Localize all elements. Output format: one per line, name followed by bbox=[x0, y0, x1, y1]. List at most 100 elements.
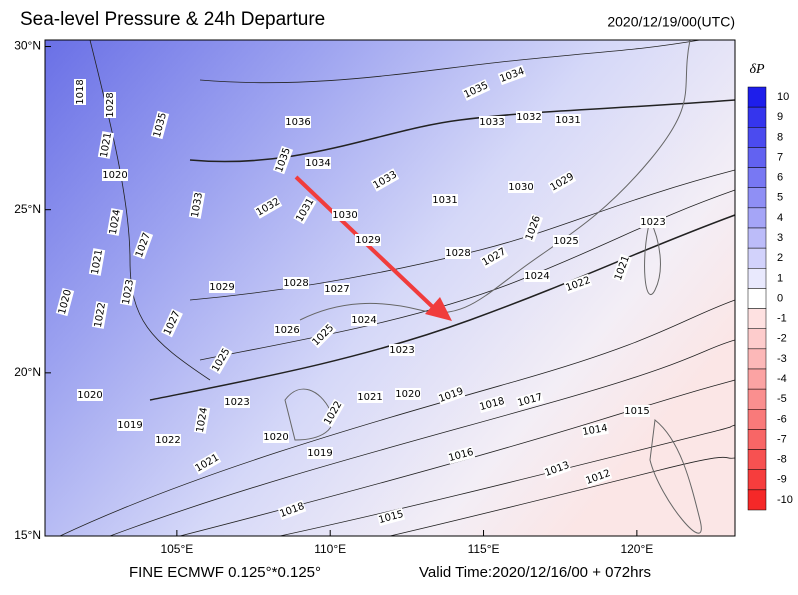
isobar-label-group: 1023 bbox=[119, 278, 137, 306]
isobar-label-bg bbox=[524, 270, 550, 282]
isobar-label-group: 1020 bbox=[77, 389, 103, 401]
isobar-label-bg bbox=[522, 213, 544, 243]
colorbar-tick-label: -7 bbox=[777, 433, 787, 445]
isobar-label-group: 1020 bbox=[263, 431, 289, 443]
isobar-label: 1028 bbox=[105, 92, 116, 117]
isobar-label-bg bbox=[445, 247, 471, 259]
isobar-label-bg bbox=[132, 230, 154, 260]
isobar-label-group: 1034 bbox=[305, 157, 331, 169]
isobar-label-group: 1031 bbox=[555, 114, 581, 126]
isobar-label-bg bbox=[389, 344, 415, 356]
colorbar-swatch bbox=[747, 429, 767, 450]
isobar-label-group: 1033 bbox=[188, 191, 206, 219]
isobar-label-bg bbox=[293, 195, 317, 225]
colorbar-tick-label: -6 bbox=[777, 413, 787, 425]
isobar-label-bg bbox=[436, 384, 466, 406]
isobar-label-group: 1024 bbox=[524, 270, 550, 282]
colorbar-swatch bbox=[747, 106, 767, 128]
isobar-label-group: 1021 bbox=[97, 131, 115, 159]
colorbar-tick-label: -8 bbox=[777, 454, 787, 466]
isobar-label: 1024 bbox=[108, 209, 123, 236]
footer-right: Valid Time:2020/12/16/00 + 072hrs bbox=[419, 564, 651, 581]
colorbar-tick-label: 2 bbox=[777, 252, 783, 264]
colorbar-tick-label: 6 bbox=[777, 172, 783, 184]
colorbar-tick-label: 5 bbox=[777, 192, 783, 204]
isobar-label: 1020 bbox=[263, 432, 288, 443]
colorbar-swatch bbox=[747, 469, 767, 491]
isobar-label-bg bbox=[332, 209, 358, 221]
isobar-label-group: 1029 bbox=[355, 234, 381, 246]
isobar-label-bg bbox=[581, 421, 609, 439]
isobar-label-bg bbox=[106, 208, 124, 236]
isobar-label-bg bbox=[272, 145, 294, 175]
isobar-label-bg bbox=[446, 445, 476, 465]
isobar-label-bg bbox=[209, 281, 235, 293]
arrow-head bbox=[425, 297, 452, 321]
isobar-label-group: 1024 bbox=[351, 314, 377, 326]
footer-left: FINE ECMWF 0.125°*0.125° bbox=[129, 564, 321, 581]
colorbar-swatch bbox=[747, 268, 767, 289]
isobar-label-bg bbox=[357, 391, 383, 403]
isobar-label: 1021 bbox=[90, 249, 105, 276]
isobar-label-group: 1021 bbox=[88, 248, 106, 276]
colorbar-tick-label: 9 bbox=[777, 111, 783, 123]
isobar-label-bg bbox=[516, 111, 542, 123]
colorbar-tick-label: -4 bbox=[777, 373, 787, 385]
isobar-label-group: 1028 bbox=[445, 247, 471, 259]
isobar-label: 1028 bbox=[445, 248, 470, 259]
map-frame bbox=[44, 39, 736, 537]
colorbar-swatch bbox=[747, 409, 767, 430]
colorbar-tick-label: 0 bbox=[777, 292, 783, 304]
isobar-label: 1023 bbox=[121, 279, 136, 306]
isobar-label: 1020 bbox=[102, 170, 127, 181]
isobar-label-bg bbox=[155, 434, 181, 446]
isobar-label-bg bbox=[91, 301, 109, 329]
isobar-label-bg bbox=[97, 131, 115, 159]
isobar-label: 1031 bbox=[555, 115, 580, 126]
colorbar-swatch bbox=[747, 489, 767, 511]
isobar-label-bg bbox=[547, 170, 577, 194]
isobar-label: 1023 bbox=[389, 345, 414, 356]
isobar-label-bg bbox=[355, 234, 381, 246]
x-tick-label: 110°E bbox=[314, 542, 346, 556]
colorbar-tick-label: -9 bbox=[777, 474, 787, 486]
y-tick-label: 20°N bbox=[14, 365, 41, 379]
isobar-label-group: 1032 bbox=[516, 111, 542, 123]
isobar-label-bg bbox=[283, 277, 309, 289]
isobar-label-group: 1028 bbox=[283, 277, 309, 289]
isobar-label-bg bbox=[497, 64, 527, 86]
isobar-label-group: 1033 bbox=[479, 116, 505, 128]
isobar-label-bg bbox=[77, 389, 103, 401]
isobar-label-group: 1023 bbox=[389, 344, 415, 356]
colorbar-swatch bbox=[747, 308, 767, 329]
isobar-label-group: 1020 bbox=[395, 388, 421, 400]
isobar-label-bg bbox=[555, 114, 581, 126]
isobar-label-bg bbox=[104, 92, 116, 118]
isobar-label-group: 1022 bbox=[91, 301, 109, 329]
isobar-label-bg bbox=[263, 431, 289, 443]
isobar-label-bg bbox=[553, 235, 579, 247]
isobar-label: 1030 bbox=[508, 182, 533, 193]
x-tick-label: 105°E bbox=[160, 542, 193, 556]
isobar-label-group: 1031 bbox=[432, 194, 458, 206]
isobar-label: 1023 bbox=[640, 217, 665, 228]
isobar-label-bg bbox=[624, 405, 650, 417]
isobar-label-bg bbox=[277, 499, 307, 521]
isobar-label: 1033 bbox=[479, 117, 504, 128]
isobar-label-group: 1029 bbox=[209, 281, 235, 293]
colorbar-tick-label: 10 bbox=[777, 91, 789, 103]
isobar-label-group: 1015 bbox=[624, 405, 650, 417]
isobar-label: 1020 bbox=[395, 389, 420, 400]
isobar-label-bg bbox=[321, 398, 345, 428]
isobar-label-bg bbox=[88, 248, 106, 276]
isobar-label-bg bbox=[309, 321, 337, 349]
isobar-label: 1023 bbox=[224, 397, 249, 408]
isobar-label: 1022 bbox=[155, 435, 180, 446]
isobar-label: 1019 bbox=[117, 420, 142, 431]
isobar-label: 1032 bbox=[516, 112, 541, 123]
isobar-label-bg bbox=[477, 394, 507, 414]
isobar-label: 1027 bbox=[324, 284, 349, 295]
colorbar-swatch bbox=[747, 449, 767, 470]
colorbar-tick-label: 1 bbox=[777, 272, 783, 284]
